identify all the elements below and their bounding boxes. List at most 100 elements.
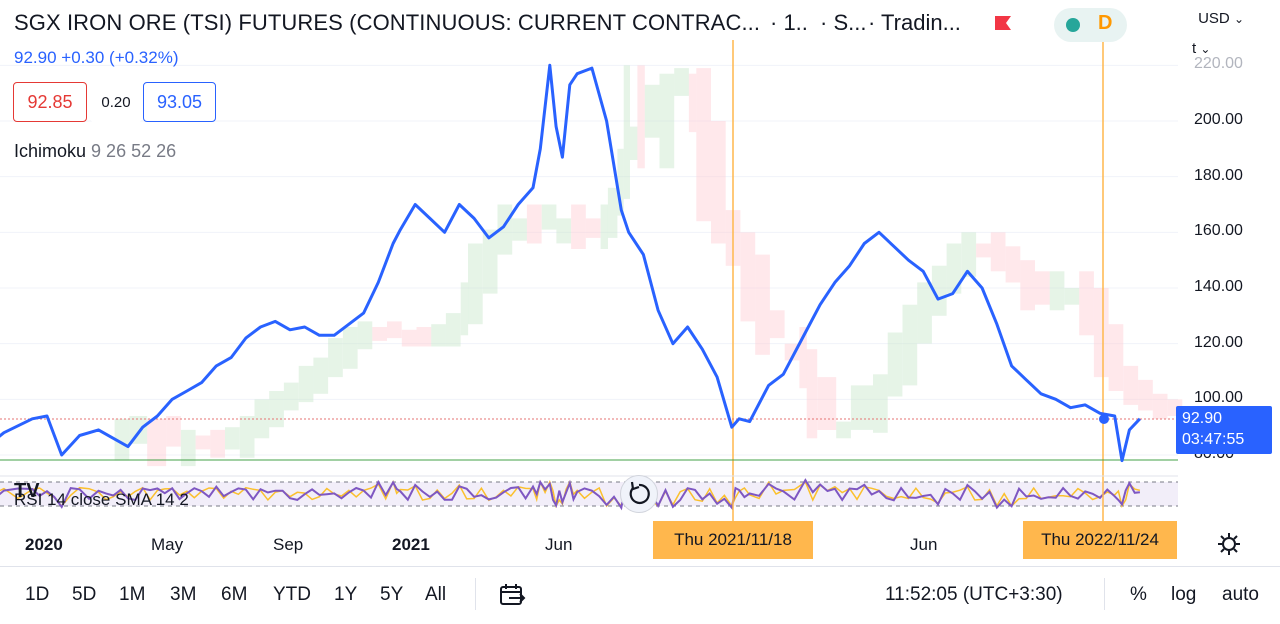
cloud-segment bbox=[313, 357, 329, 394]
price-change-percent: (+0.32%) bbox=[109, 48, 179, 67]
tradingview-logo: TV bbox=[14, 480, 40, 502]
percent-scale-toggle[interactable]: % bbox=[1130, 584, 1147, 605]
price-axis-tick: 200.00 bbox=[1194, 111, 1243, 128]
reset-icon bbox=[629, 481, 650, 505]
cloud-segment bbox=[850, 385, 873, 430]
price-axis-tick: 100.00 bbox=[1194, 389, 1243, 407]
cloud-segment bbox=[623, 65, 630, 199]
cloud-segment bbox=[817, 377, 837, 430]
interval-label[interactable]: · 1.. bbox=[770, 10, 808, 35]
cloud-segment bbox=[1020, 260, 1035, 311]
cloud-segment bbox=[799, 327, 807, 389]
flag-icon[interactable] bbox=[993, 14, 1013, 36]
cloud-segment bbox=[617, 148, 624, 216]
timeframe-1y[interactable]: 1Y bbox=[334, 584, 358, 605]
cloud-segment bbox=[630, 126, 638, 160]
cloud-segment bbox=[239, 416, 255, 458]
cloud-segment bbox=[387, 321, 402, 339]
last-price-dot bbox=[1099, 414, 1109, 424]
cloud-segment bbox=[210, 429, 225, 458]
auto-scale-toggle[interactable]: auto bbox=[1222, 584, 1259, 605]
timeframe-ytd[interactable]: YTD bbox=[273, 584, 311, 605]
cloud-segment bbox=[644, 84, 660, 138]
market-open-dot-icon bbox=[1066, 18, 1080, 32]
cloud-segment bbox=[269, 391, 284, 428]
symbol-title[interactable]: SGX IRON ORE (TSI) FUTURES (CONTINUOUS: … bbox=[14, 10, 761, 35]
buy-button[interactable]: 93.05 bbox=[143, 82, 216, 122]
cloud-segment bbox=[1138, 379, 1153, 411]
currency-selector[interactable]: USD ⌄ bbox=[1198, 10, 1244, 27]
price-axis-tick: 180.00 bbox=[1194, 166, 1243, 184]
currency-label: USD bbox=[1198, 10, 1230, 27]
cloud-segment bbox=[961, 232, 977, 277]
spread-value: 0.20 bbox=[90, 82, 142, 122]
cloud-segment bbox=[711, 121, 726, 244]
ichimoku-name: Ichimoku bbox=[14, 141, 87, 161]
exchange-label[interactable]: · S... bbox=[820, 10, 867, 35]
cloud-segment bbox=[1049, 271, 1065, 311]
last-price: 92.90 bbox=[14, 48, 57, 67]
cloud-segment bbox=[1064, 288, 1080, 305]
cloud-segment bbox=[990, 232, 1006, 272]
current-price-value: 92.90 bbox=[1182, 410, 1223, 427]
toolbar-divider bbox=[1104, 578, 1105, 610]
timeframe-all[interactable]: All bbox=[425, 584, 447, 605]
source-label[interactable]: · Tradin... bbox=[868, 10, 961, 35]
price-change: +0.30 bbox=[61, 48, 105, 67]
cloud-segment bbox=[1123, 365, 1139, 405]
timeframe-1m[interactable]: 1M bbox=[119, 584, 146, 605]
toolbar-divider bbox=[475, 578, 476, 610]
cloud-segment bbox=[328, 338, 343, 378]
delayed-data-badge: D bbox=[1098, 12, 1113, 34]
cloud-segment bbox=[755, 254, 770, 355]
clock-timezone[interactable]: 11:52:05 (UTC+3:30) bbox=[885, 584, 1063, 605]
cloud-segment bbox=[445, 313, 461, 347]
reset-chart-button[interactable] bbox=[620, 475, 658, 513]
sell-button[interactable]: 92.85 bbox=[13, 82, 87, 122]
go-to-date-icon[interactable] bbox=[498, 581, 526, 609]
bottom-toolbar bbox=[0, 566, 1280, 624]
timeframe-1d[interactable]: 1D bbox=[25, 584, 50, 605]
cloud-segment bbox=[482, 229, 498, 294]
crosshair-date-2: Thu 2022/11/24 bbox=[1023, 521, 1177, 559]
price-axis-tick: 220.00 bbox=[1194, 55, 1243, 73]
cloud-segment bbox=[468, 243, 483, 325]
unit-selector[interactable]: t ⌄ bbox=[1192, 40, 1210, 57]
timeframe-5d[interactable]: 5D bbox=[72, 584, 97, 605]
cloud-segment bbox=[1079, 271, 1094, 336]
cloud-segment bbox=[1152, 393, 1168, 419]
cloud-segment bbox=[696, 68, 711, 222]
cloud-segment bbox=[195, 435, 211, 450]
cloud-segment bbox=[166, 416, 181, 447]
cloud-segment bbox=[460, 282, 469, 336]
cloud-segment bbox=[674, 68, 689, 96]
cloud-segment bbox=[147, 418, 167, 467]
price-series-line bbox=[0, 63, 1141, 463]
timeframe-5y[interactable]: 5Y bbox=[380, 584, 404, 605]
timeframe-3m[interactable]: 3M bbox=[170, 584, 197, 605]
market-status-pill[interactable]: D bbox=[1054, 8, 1127, 42]
cloud-segment bbox=[1035, 271, 1050, 305]
cloud-segment bbox=[902, 304, 918, 386]
ichimoku-params: 9 26 52 26 bbox=[91, 141, 177, 161]
cloud-segment bbox=[225, 427, 240, 450]
log-scale-toggle[interactable]: log bbox=[1171, 584, 1197, 605]
cloud-segment bbox=[114, 418, 130, 461]
current-price-tag: 92.90 03:47:55 bbox=[1176, 406, 1272, 454]
time-label-jun-2021: Jun bbox=[545, 535, 573, 554]
chevron-down-icon: ⌄ bbox=[1200, 42, 1211, 56]
cloud-segment bbox=[1093, 288, 1109, 378]
rsi-panel bbox=[0, 478, 1178, 511]
price-axis-tick: 120.00 bbox=[1194, 333, 1243, 351]
unit-label: t bbox=[1192, 40, 1197, 57]
ichimoku-legend[interactable]: Ichimoku 9 26 52 26 bbox=[14, 141, 176, 162]
cloud-segment bbox=[769, 310, 785, 339]
time-label-jun-2022: Jun bbox=[910, 535, 938, 554]
cloud-segment bbox=[917, 282, 932, 344]
settings-gear-icon[interactable] bbox=[1216, 531, 1242, 557]
cloud-segment bbox=[180, 429, 196, 467]
timeframe-6m[interactable]: 6M bbox=[221, 584, 248, 605]
rsi-legend[interactable]: RSI 14 close SMA 14 2 bbox=[14, 490, 189, 509]
cloud-segment bbox=[556, 218, 572, 244]
